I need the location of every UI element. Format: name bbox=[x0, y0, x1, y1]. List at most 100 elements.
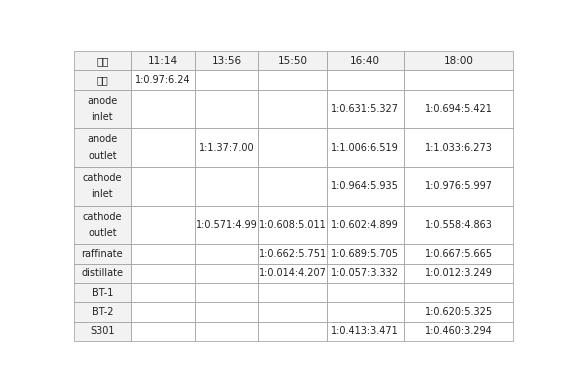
Bar bbox=[195, 128, 258, 167]
Text: 1:0.964:5.935: 1:0.964:5.935 bbox=[331, 181, 399, 191]
Text: anode
outlet: anode outlet bbox=[87, 134, 117, 161]
Text: 1:0.602:4.899: 1:0.602:4.899 bbox=[331, 220, 399, 230]
Text: BT-1: BT-1 bbox=[92, 288, 113, 298]
Bar bbox=[258, 263, 327, 283]
Text: 15:50: 15:50 bbox=[277, 56, 308, 66]
Text: 1:0.608:5.011: 1:0.608:5.011 bbox=[258, 220, 327, 230]
Bar bbox=[258, 206, 327, 244]
Text: 1:0.667:5.665: 1:0.667:5.665 bbox=[425, 249, 493, 259]
Bar bbox=[327, 51, 403, 70]
Text: 1:0.413:3.471: 1:0.413:3.471 bbox=[331, 326, 399, 336]
Bar bbox=[403, 283, 513, 302]
Text: distillate: distillate bbox=[81, 268, 123, 278]
Bar bbox=[74, 128, 131, 167]
Bar bbox=[74, 263, 131, 283]
Bar bbox=[327, 244, 403, 263]
Bar bbox=[327, 322, 403, 341]
Text: 18:00: 18:00 bbox=[444, 56, 473, 66]
Bar bbox=[74, 167, 131, 206]
Text: 1:1.033:6.273: 1:1.033:6.273 bbox=[425, 143, 492, 152]
Bar bbox=[131, 322, 195, 341]
Text: 1:0.662:5.751: 1:0.662:5.751 bbox=[258, 249, 327, 259]
Bar bbox=[195, 322, 258, 341]
Bar bbox=[131, 263, 195, 283]
Bar bbox=[403, 51, 513, 70]
Text: cathode
outlet: cathode outlet bbox=[83, 212, 122, 238]
Bar bbox=[403, 302, 513, 322]
Bar bbox=[131, 244, 195, 263]
Bar bbox=[131, 167, 195, 206]
Bar bbox=[195, 283, 258, 302]
Bar bbox=[131, 302, 195, 322]
Text: cathode
inlet: cathode inlet bbox=[83, 173, 122, 199]
Bar bbox=[403, 322, 513, 341]
Bar bbox=[74, 244, 131, 263]
Bar bbox=[403, 167, 513, 206]
Bar bbox=[258, 51, 327, 70]
Bar bbox=[131, 283, 195, 302]
Bar bbox=[403, 128, 513, 167]
Text: 시간: 시간 bbox=[96, 56, 109, 66]
Text: 1:0.97:6.24: 1:0.97:6.24 bbox=[135, 75, 191, 85]
Text: 1:0.976:5.997: 1:0.976:5.997 bbox=[425, 181, 493, 191]
Bar bbox=[403, 244, 513, 263]
Text: 16:40: 16:40 bbox=[350, 56, 380, 66]
Text: 1:0.014:4.207: 1:0.014:4.207 bbox=[258, 268, 327, 278]
Bar bbox=[258, 302, 327, 322]
Bar bbox=[195, 167, 258, 206]
Bar bbox=[258, 70, 327, 90]
Bar bbox=[327, 70, 403, 90]
Text: 1:1.006:6.519: 1:1.006:6.519 bbox=[331, 143, 399, 152]
Bar bbox=[195, 51, 258, 70]
Text: 11:14: 11:14 bbox=[148, 56, 178, 66]
Bar bbox=[327, 128, 403, 167]
Text: 1:0.571:4.99: 1:0.571:4.99 bbox=[196, 220, 257, 230]
Bar bbox=[195, 206, 258, 244]
Bar bbox=[74, 51, 131, 70]
Bar bbox=[74, 206, 131, 244]
Bar bbox=[327, 283, 403, 302]
Text: raffinate: raffinate bbox=[81, 249, 123, 259]
Bar bbox=[327, 302, 403, 322]
Bar bbox=[74, 283, 131, 302]
Text: BT-2: BT-2 bbox=[92, 307, 113, 317]
Bar bbox=[195, 90, 258, 128]
Bar bbox=[74, 70, 131, 90]
Bar bbox=[403, 263, 513, 283]
Bar bbox=[258, 90, 327, 128]
Bar bbox=[327, 263, 403, 283]
Bar bbox=[195, 302, 258, 322]
Text: S301: S301 bbox=[90, 326, 115, 336]
Bar bbox=[131, 51, 195, 70]
Bar bbox=[195, 70, 258, 90]
Bar bbox=[403, 70, 513, 90]
Bar bbox=[327, 90, 403, 128]
Text: 1:0.620:5.325: 1:0.620:5.325 bbox=[425, 307, 493, 317]
Text: anode
inlet: anode inlet bbox=[87, 96, 117, 122]
Text: 1:0.460:3.294: 1:0.460:3.294 bbox=[425, 326, 492, 336]
Bar bbox=[74, 90, 131, 128]
Text: 1:0.057:3.332: 1:0.057:3.332 bbox=[331, 268, 399, 278]
Text: 1:0.012:3.249: 1:0.012:3.249 bbox=[425, 268, 492, 278]
Text: 13:56: 13:56 bbox=[211, 56, 242, 66]
Text: 1:0.631:5.327: 1:0.631:5.327 bbox=[331, 104, 399, 114]
Bar bbox=[258, 167, 327, 206]
Bar bbox=[258, 322, 327, 341]
Bar bbox=[327, 167, 403, 206]
Bar bbox=[131, 90, 195, 128]
Bar bbox=[131, 70, 195, 90]
Bar bbox=[74, 322, 131, 341]
Bar bbox=[195, 244, 258, 263]
Bar bbox=[258, 244, 327, 263]
Text: 1:0.558:4.863: 1:0.558:4.863 bbox=[425, 220, 492, 230]
Bar bbox=[403, 206, 513, 244]
Bar bbox=[403, 90, 513, 128]
Bar bbox=[195, 263, 258, 283]
Text: 1:0.689:5.705: 1:0.689:5.705 bbox=[331, 249, 399, 259]
Text: 1:1.37:7.00: 1:1.37:7.00 bbox=[199, 143, 254, 152]
Bar bbox=[74, 302, 131, 322]
Text: 모액: 모액 bbox=[96, 75, 108, 85]
Bar bbox=[327, 206, 403, 244]
Bar bbox=[131, 128, 195, 167]
Bar bbox=[258, 283, 327, 302]
